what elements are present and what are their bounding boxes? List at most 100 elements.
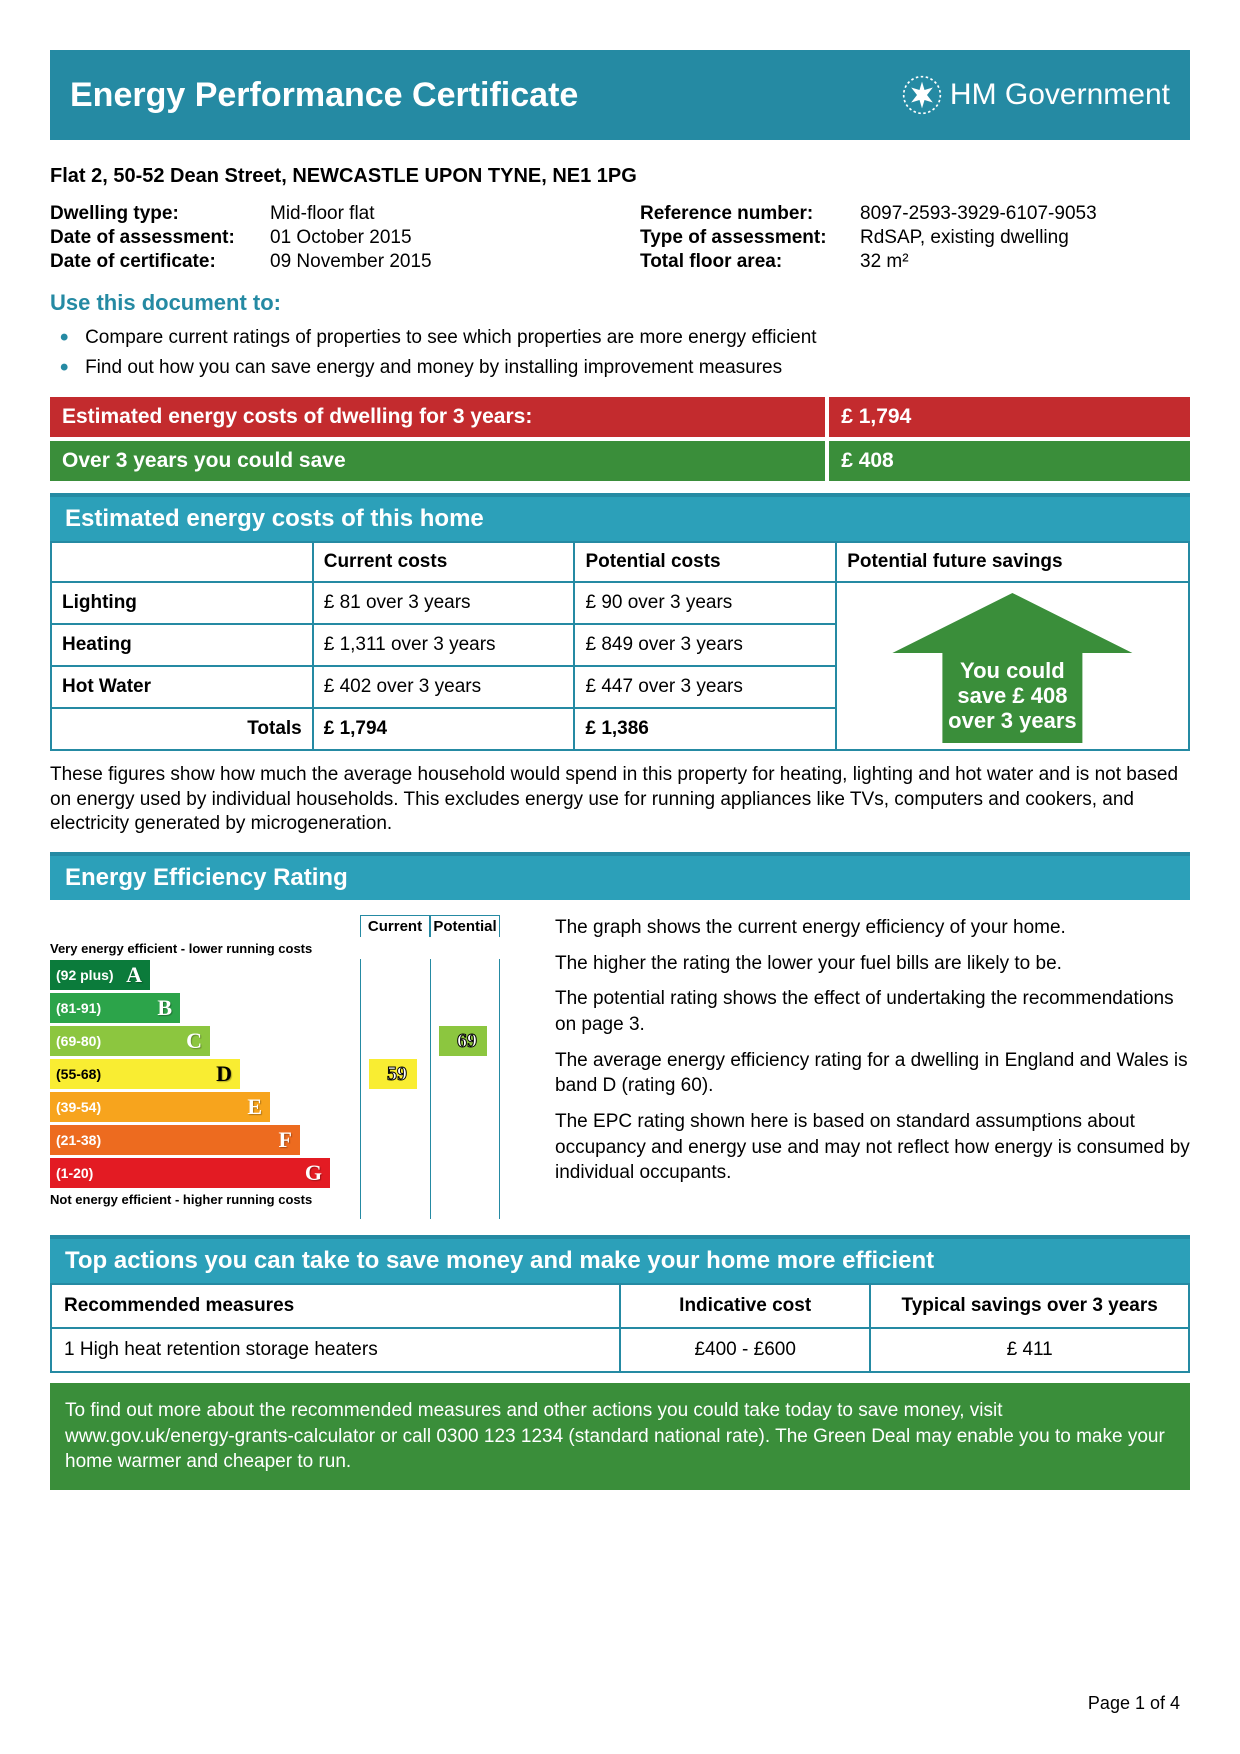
costs-table: Current costs Potential costs Potential … <box>50 541 1190 751</box>
svg-text:save £ 408: save £ 408 <box>958 683 1068 708</box>
band-letter: D <box>216 1061 232 1087</box>
rating-section: Current Potential Very energy efficient … <box>50 915 1190 1210</box>
property-address: Flat 2, 50-52 Dean Street, NEWCASTLE UPO… <box>50 165 1190 188</box>
band-range: (92 plus) <box>56 967 114 983</box>
action-row: 1 High heat retention storage heaters £4… <box>51 1328 1189 1372</box>
band-letter: A <box>126 962 142 988</box>
crown-icon <box>902 75 942 115</box>
page-number: Page 1 of 4 <box>1088 1693 1180 1714</box>
band-bar: (92 plus) A <box>50 960 150 990</box>
band-letter: F <box>279 1127 292 1153</box>
rating-value: 69 <box>457 1030 477 1053</box>
costs-label: Hot Water <box>51 666 313 708</box>
use-doc-item: Find out how you can save energy and mon… <box>60 354 1190 382</box>
detail-value: 09 November 2015 <box>270 251 432 273</box>
rating-pointer: 69 <box>439 1026 487 1056</box>
rating-value: 59 <box>387 1063 407 1086</box>
costs-current: £ 81 over 3 years <box>313 582 575 624</box>
save-value: £ 408 <box>829 441 1190 481</box>
svg-text:You could: You could <box>960 658 1065 683</box>
cost-value: £ 1,794 <box>829 397 1190 437</box>
rating-heading: Energy Efficiency Rating <box>50 852 1190 900</box>
col-savings: Potential future savings <box>836 542 1189 582</box>
detail-value: Mid-floor flat <box>270 203 375 225</box>
band-range: (21-38) <box>56 1132 101 1148</box>
actions-col-cost: Indicative cost <box>620 1284 870 1328</box>
detail-row: Type of assessment:RdSAP, existing dwell… <box>640 227 1190 249</box>
detail-label: Reference number: <box>640 203 860 225</box>
costs-label: Heating <box>51 624 313 666</box>
rating-paragraph: The potential rating shows the effect of… <box>555 986 1190 1037</box>
rating-paragraph: The average energy efficiency rating for… <box>555 1048 1190 1099</box>
costs-potential: £ 849 over 3 years <box>574 624 836 666</box>
costs-current: £ 1,311 over 3 years <box>313 624 575 666</box>
use-doc-heading: Use this document to: <box>50 290 1190 316</box>
chart-col-potential: Potential <box>430 915 500 937</box>
rating-paragraph: The graph shows the current energy effic… <box>555 915 1190 941</box>
doc-title: Energy Performance Certificate <box>70 76 578 115</box>
band-letter: E <box>247 1094 262 1120</box>
rating-chart: Current Potential Very energy efficient … <box>50 915 530 1210</box>
detail-value: 8097-2593-3929-6107-9053 <box>860 203 1097 225</box>
detail-label: Dwelling type: <box>50 203 270 225</box>
detail-row: Dwelling type:Mid-floor flat <box>50 203 600 225</box>
band-letter: B <box>157 995 172 1021</box>
col-blank <box>51 542 313 582</box>
actions-col-savings: Typical savings over 3 years <box>870 1284 1189 1328</box>
detail-label: Total floor area: <box>640 251 860 273</box>
detail-label: Date of certificate: <box>50 251 270 273</box>
detail-row: Reference number:8097-2593-3929-6107-905… <box>640 203 1190 225</box>
actions-heading: Top actions you can take to save money a… <box>50 1235 1190 1283</box>
action-savings: £ 411 <box>870 1328 1189 1372</box>
detail-value: RdSAP, existing dwelling <box>860 227 1069 249</box>
actions-col-measure: Recommended measures <box>51 1284 620 1328</box>
use-doc-item: Compare current ratings of properties to… <box>60 324 1190 352</box>
actions-footer: To find out more about the recommended m… <box>50 1383 1190 1490</box>
costs-heading: Estimated energy costs of this home <box>50 493 1190 541</box>
cost-label: Estimated energy costs of dwelling for 3… <box>50 397 825 437</box>
costs-potential: £ 447 over 3 years <box>574 666 836 708</box>
costs-current: £ 402 over 3 years <box>313 666 575 708</box>
detail-label: Date of assessment: <box>50 227 270 249</box>
header-bar: Energy Performance Certificate HM Govern… <box>50 50 1190 140</box>
totals-current: £ 1,794 <box>313 708 575 750</box>
chart-top-note: Very energy efficient - lower running co… <box>50 941 530 956</box>
rating-text: The graph shows the current energy effic… <box>555 915 1190 1210</box>
costs-potential: £ 90 over 3 years <box>574 582 836 624</box>
rating-pointer: 59 <box>369 1059 417 1089</box>
costs-label: Lighting <box>51 582 313 624</box>
band-bar: (39-54) E <box>50 1092 270 1122</box>
actions-table: Recommended measures Indicative cost Typ… <box>50 1283 1190 1373</box>
col-current: Current costs <box>313 542 575 582</box>
band-range: (55-68) <box>56 1066 101 1082</box>
band-letter: G <box>305 1160 322 1186</box>
detail-row: Date of assessment:01 October 2015 <box>50 227 600 249</box>
svg-text:over 3 years: over 3 years <box>948 708 1076 733</box>
band-bar: (55-68) D <box>50 1059 240 1089</box>
action-measure: 1 High heat retention storage heaters <box>51 1328 620 1372</box>
gov-logo: HM Government <box>902 75 1170 115</box>
detail-label: Type of assessment: <box>640 227 860 249</box>
rating-paragraph: The EPC rating shown here is based on st… <box>555 1109 1190 1186</box>
detail-row: Date of certificate:09 November 2015 <box>50 251 600 273</box>
chart-col-current: Current <box>360 915 430 937</box>
costs-note: These figures show how much the average … <box>50 763 1190 837</box>
details-grid: Dwelling type:Mid-floor flatDate of asse… <box>50 203 1190 275</box>
use-doc-list: Compare current ratings of properties to… <box>50 324 1190 382</box>
totals-label: Totals <box>51 708 313 750</box>
costs-row: Lighting £ 81 over 3 years £ 90 over 3 y… <box>51 582 1189 624</box>
summary-table: Estimated energy costs of dwelling for 3… <box>50 397 1190 481</box>
band-bar: (69-80) C <box>50 1026 210 1056</box>
save-label: Over 3 years you could save <box>50 441 825 481</box>
detail-value: 01 October 2015 <box>270 227 412 249</box>
totals-potential: £ 1,386 <box>574 708 836 750</box>
band-range: (69-80) <box>56 1033 101 1049</box>
band-range: (81-91) <box>56 1000 101 1016</box>
savings-cell: You could save £ 408 over 3 years <box>836 582 1189 750</box>
band-bar: (21-38) F <box>50 1125 300 1155</box>
action-cost: £400 - £600 <box>620 1328 870 1372</box>
rating-paragraph: The higher the rating the lower your fue… <box>555 951 1190 977</box>
band-bar: (81-91) B <box>50 993 180 1023</box>
band-letter: C <box>186 1028 202 1054</box>
band-range: (1-20) <box>56 1165 93 1181</box>
